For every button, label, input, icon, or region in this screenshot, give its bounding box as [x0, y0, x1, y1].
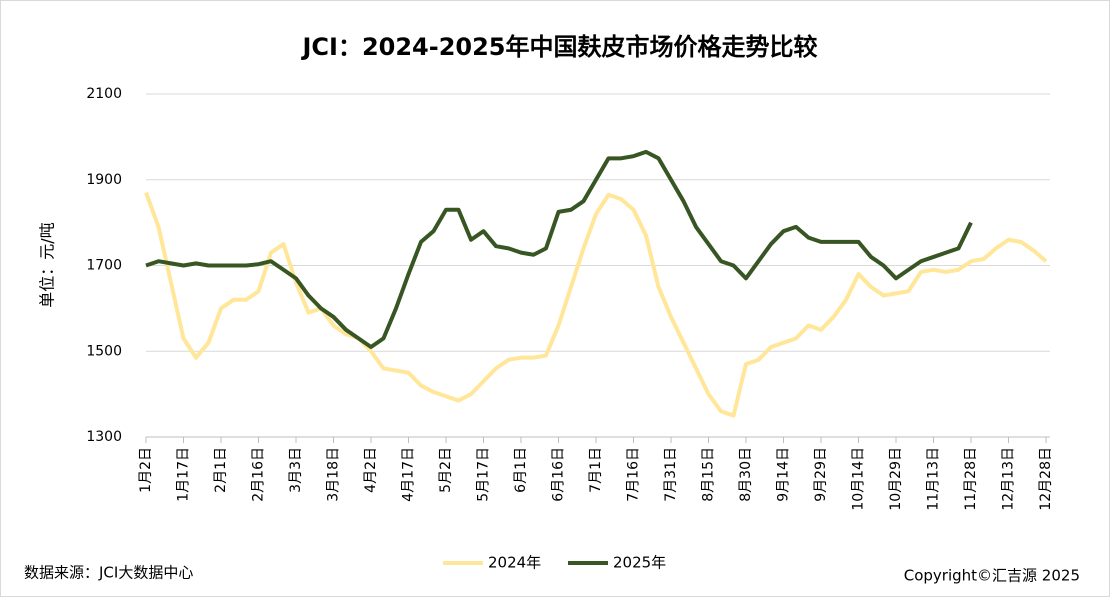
x-tick-label: 11月28日 — [963, 447, 979, 511]
x-tick-label: 2月16日 — [251, 447, 267, 502]
y-tick-label: 1900 — [86, 172, 122, 188]
y-tick-label: 1500 — [86, 343, 122, 359]
source: 数据来源：JCI大数据中心 — [24, 564, 193, 582]
y-tick-label: 1700 — [86, 258, 122, 274]
x-tick-label: 6月1日 — [513, 447, 529, 493]
x-tick-label: 6月16日 — [551, 447, 567, 502]
x-tick-label: 4月17日 — [401, 447, 417, 502]
x-tick-label: 12月13日 — [1001, 447, 1017, 511]
y-tick-label: 2100 — [86, 86, 122, 102]
legend-label: 2024年 — [488, 554, 541, 572]
x-tick-label: 1月17日 — [176, 447, 192, 502]
x-tick-label: 8月30日 — [738, 447, 754, 502]
x-tick-label: 4月2日 — [363, 447, 379, 493]
line-series — [145, 149, 973, 349]
x-tick-label: 11月13日 — [926, 447, 942, 511]
x-tick-label: 8月15日 — [701, 447, 717, 502]
x-tick-label: 12月28日 — [1038, 447, 1054, 511]
copyright: Copyright©汇吉源 2025 — [904, 567, 1080, 585]
legend-label: 2025年 — [613, 554, 666, 572]
x-tick-label: 7月16日 — [626, 447, 642, 502]
chart-title: JCI：2024-2025年中国麸皮市场价格走势比较 — [300, 33, 817, 61]
x-tick-label: 1月2日 — [138, 447, 154, 493]
x-tick-label: 7月31日 — [663, 447, 679, 502]
x-tick-label: 9月14日 — [776, 447, 792, 502]
x-tick-label: 3月3日 — [288, 447, 304, 493]
x-tick-label: 7月1日 — [588, 447, 604, 493]
x-tick-label: 5月17日 — [476, 447, 492, 502]
x-tick-label: 5月2日 — [438, 447, 454, 493]
line-series — [144, 191, 1048, 418]
x-tick-label: 2月1日 — [213, 447, 229, 493]
x-tick-label: 3月18日 — [326, 447, 342, 502]
x-tick-label: 9月29日 — [813, 447, 829, 502]
y-axis-label: 单位：元/吨 — [38, 222, 57, 307]
x-tick-label: 10月14日 — [851, 447, 867, 511]
y-tick-label: 1300 — [86, 429, 122, 445]
x-tick-label: 10月29日 — [888, 447, 904, 511]
